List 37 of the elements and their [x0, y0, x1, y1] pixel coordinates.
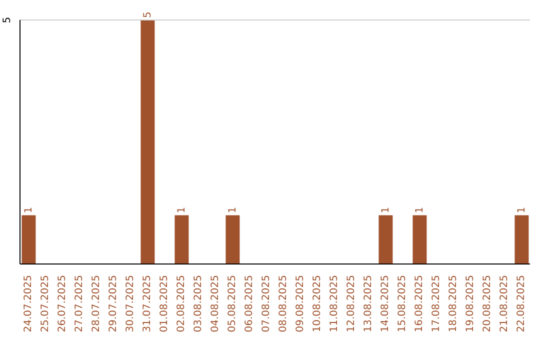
x-tick-label: 02.08.2025 [176, 275, 187, 332]
x-tick-label: 20.08.2025 [482, 275, 493, 332]
x-tick-label: 17.08.2025 [431, 275, 442, 332]
x-tick-label: 31.07.2025 [142, 275, 153, 332]
x-tick-label: 05.08.2025 [227, 275, 238, 332]
x-tick-label: 29.07.2025 [108, 275, 119, 332]
x-tick-label: 01.08.2025 [159, 275, 170, 332]
data-label: 1 [176, 206, 188, 214]
x-tick-label: 19.08.2025 [465, 275, 476, 332]
x-tick-label: 06.08.2025 [244, 275, 255, 332]
x-tick-label: 24.07.2025 [23, 275, 34, 332]
x-tick-label: 30.07.2025 [125, 275, 136, 332]
x-tick-label: 09.08.2025 [295, 275, 306, 332]
x-tick-label: 13.08.2025 [363, 275, 374, 332]
x-tick-label: 18.08.2025 [448, 275, 459, 332]
x-tick-label: 04.08.2025 [210, 275, 221, 332]
data-label: 1 [24, 206, 35, 214]
data-label: 1 [414, 206, 426, 214]
x-tick-label: 26.07.2025 [57, 275, 68, 332]
x-tick-label: 07.08.2025 [261, 275, 272, 332]
x-tick-label: 10.08.2025 [312, 275, 323, 332]
data-label: 1 [516, 206, 528, 214]
x-tick-label: 27.07.2025 [74, 275, 85, 332]
x-tick-label: 03.08.2025 [193, 275, 204, 332]
x-tick-label: 25.07.2025 [40, 275, 51, 332]
data-label: 5 [142, 12, 154, 18]
x-tick-label: 28.07.2025 [91, 275, 102, 332]
x-tick-label: 12.08.2025 [346, 275, 357, 332]
x-tick-label: 16.08.2025 [414, 275, 425, 332]
data-label: 1 [380, 206, 392, 214]
x-tick-label: 21.08.2025 [499, 275, 510, 332]
data-label: 1 [228, 206, 239, 214]
x-tick-label: 08.08.2025 [278, 275, 289, 332]
x-tick-label: 11.08.2025 [329, 275, 340, 332]
x-tick-label: 15.08.2025 [397, 275, 408, 332]
x-tick-label: 22.08.2025 [516, 275, 527, 332]
x-tick-label: 14.08.2025 [380, 275, 391, 332]
